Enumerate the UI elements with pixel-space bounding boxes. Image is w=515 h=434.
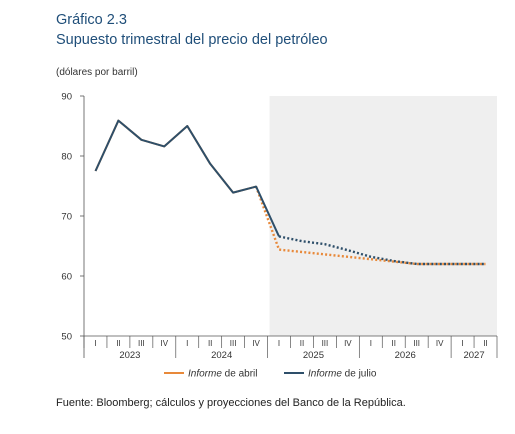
projection-shade [269, 96, 497, 336]
quarter-tick-label: II [392, 339, 396, 348]
quarter-tick-label: IV [252, 339, 260, 348]
quarter-tick-label: IV [161, 339, 169, 348]
year-tick-label: 2025 [303, 350, 324, 361]
quarter-tick-label: II [300, 339, 304, 348]
quarter-tick-label: III [322, 339, 329, 348]
quarter-tick-label: I [186, 339, 188, 348]
quarter-tick-label: II [208, 339, 212, 348]
quarter-tick-label: IV [344, 339, 352, 348]
year-tick-label: 2027 [463, 350, 484, 361]
quarter-tick-label: II [116, 339, 120, 348]
year-tick-label: 2024 [211, 350, 232, 361]
series-historical-line-julio [94, 119, 280, 237]
series-projection-line-abril [254, 186, 486, 266]
quarter-tick-label: III [230, 339, 237, 348]
legend-label-julio: Informe de julio [308, 369, 377, 380]
y-tick-label: 80 [61, 152, 72, 163]
series-historical-line-abril [94, 119, 257, 194]
unit-label: (dólares por barril) [56, 67, 138, 78]
chart-title: Gráfico 2.3 Supuesto trimestral del prec… [56, 10, 328, 50]
quarter-tick-label: I [461, 339, 463, 348]
quarter-tick-label: I [278, 339, 280, 348]
chart-title-line2: Supuesto trimestral del precio del petró… [56, 32, 328, 48]
y-tick-label: 60 [61, 272, 72, 283]
year-tick-label: 2023 [119, 350, 140, 361]
quarter-tick-label: II [483, 339, 487, 348]
series-projection-line-julio [278, 235, 486, 266]
quarter-tick-label: IV [436, 339, 444, 348]
y-tick-label: 70 [61, 212, 72, 223]
quarter-tick-label: I [370, 339, 372, 348]
chart-title-line1: Gráfico 2.3 [56, 12, 127, 28]
year-tick-label: 2026 [395, 350, 416, 361]
y-tick-label: 90 [61, 92, 72, 103]
y-tick-label: 50 [61, 332, 72, 343]
quarter-tick-label: III [138, 339, 145, 348]
quarter-tick-label: III [413, 339, 420, 348]
source-note: Fuente: Bloomberg; cálculos y proyeccion… [56, 397, 406, 409]
legend-label-abril: Informe de abril [188, 369, 257, 380]
quarter-tick-label: I [94, 339, 96, 348]
